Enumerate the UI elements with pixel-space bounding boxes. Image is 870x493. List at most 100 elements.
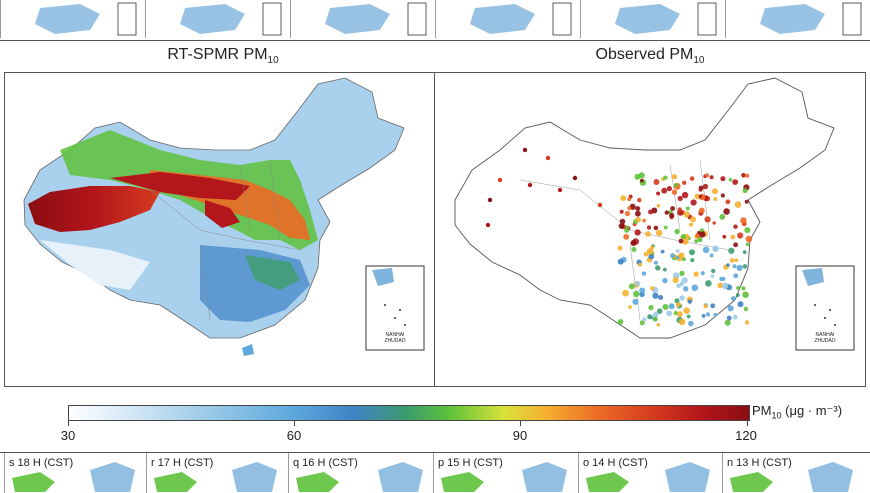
obs-dot [662, 277, 668, 284]
obs-dot [670, 206, 675, 211]
obs-dot [735, 293, 740, 297]
obs-dot [685, 206, 690, 211]
obs-dot [733, 224, 738, 229]
obs-dot [640, 178, 644, 183]
obs-dot [737, 232, 744, 239]
obs-dot [683, 286, 689, 292]
province-borders-right [519, 159, 731, 321]
obs-dot [728, 177, 733, 182]
obs-dot [734, 258, 739, 263]
obs-dot [668, 303, 675, 310]
obs-dot [656, 323, 661, 327]
obs-dot [727, 305, 734, 312]
colorbar-label-60: 60 [286, 428, 302, 443]
obs-dot [666, 310, 673, 317]
obs-dot [712, 188, 718, 195]
thumb-map-6 [725, 0, 870, 38]
obs-dot [660, 249, 665, 254]
obs-dot [669, 212, 675, 219]
obs-dot [637, 197, 642, 203]
obs-dot [689, 249, 695, 256]
obs-dot [681, 277, 688, 284]
obs-dot [744, 320, 750, 325]
obs-dot [688, 320, 694, 327]
obs-dot [632, 298, 639, 305]
obs-dot [725, 199, 731, 205]
obs-dot [675, 249, 680, 253]
obs-dot [681, 257, 686, 262]
obs-dot [732, 314, 738, 320]
hainan-left [242, 344, 254, 356]
obs-dot [619, 218, 626, 225]
obs-dot [705, 312, 711, 317]
obs-dot [719, 214, 726, 220]
obs-dot [709, 175, 714, 180]
obs-dot [687, 299, 692, 304]
obs-dot [724, 319, 731, 326]
obs-dot [663, 175, 668, 180]
obs-dot [635, 206, 641, 212]
obs-dot [527, 182, 533, 188]
obs-dot [745, 173, 750, 178]
obs-dot [703, 304, 708, 309]
obs-dot [656, 308, 663, 315]
obs-dot [721, 282, 729, 290]
taklimakan-hotspot [28, 186, 160, 232]
obs-dot [722, 234, 727, 239]
obs-dot [689, 216, 697, 223]
obs-dot [646, 225, 652, 230]
inset-label-left: NANHAI ZHUDAO [384, 332, 406, 344]
bottom-cell-p: p 15 H (CST) [433, 453, 576, 493]
obs-dot [698, 194, 703, 199]
obs-dot [618, 223, 625, 229]
obs-dot [677, 207, 682, 212]
colorbar-tick-30 [68, 420, 69, 426]
bottom-label-p: p 15 H (CST) [438, 457, 503, 469]
province-borders-left [149, 159, 301, 321]
obs-dot [689, 176, 695, 181]
obs-dot [705, 280, 712, 287]
obs-dot [710, 303, 716, 309]
obs-dot [622, 289, 629, 297]
obs-dot [702, 246, 710, 254]
obs-dot [743, 306, 749, 312]
obs-dot [723, 208, 730, 215]
thumb-shape-5 [615, 4, 680, 34]
thumb-map-5 [580, 0, 725, 38]
obs-dot [670, 253, 675, 259]
obs-dot [661, 187, 668, 194]
bottom-label-s: s 18 H (CST) [9, 457, 74, 469]
obs-dot [653, 260, 658, 265]
obs-dot [597, 202, 603, 208]
obs-dot [691, 284, 699, 292]
obs-dot [485, 222, 491, 228]
obs-dot [638, 262, 643, 267]
obs-dot [642, 317, 647, 322]
obs-dot [653, 179, 660, 185]
obs-dot [726, 315, 732, 321]
obs-dot [630, 240, 637, 246]
obs-dot [641, 271, 647, 276]
obs-dot [653, 225, 659, 231]
obs-dot [680, 233, 687, 240]
bottom-cell-s: s 18 H (CST) [4, 453, 143, 493]
obs-dot [648, 305, 654, 311]
colorbar-tick-60 [294, 420, 295, 426]
obs-dot [678, 252, 685, 259]
inset-shape-left [372, 268, 394, 286]
obs-dot [681, 191, 689, 199]
obs-dot [678, 238, 684, 244]
obs-dot [694, 193, 701, 200]
tibet-low [40, 240, 150, 290]
obs-dot [736, 286, 741, 290]
obs-dot [628, 305, 632, 310]
obs-dot [683, 307, 690, 315]
obs-dot [619, 209, 624, 214]
obs-dot [653, 311, 659, 318]
nanhai-inset-right [795, 265, 855, 351]
obs-dot [663, 267, 667, 272]
thumb-shape-3 [325, 4, 390, 34]
obs-dot [713, 197, 718, 201]
obs-dot [745, 242, 750, 247]
